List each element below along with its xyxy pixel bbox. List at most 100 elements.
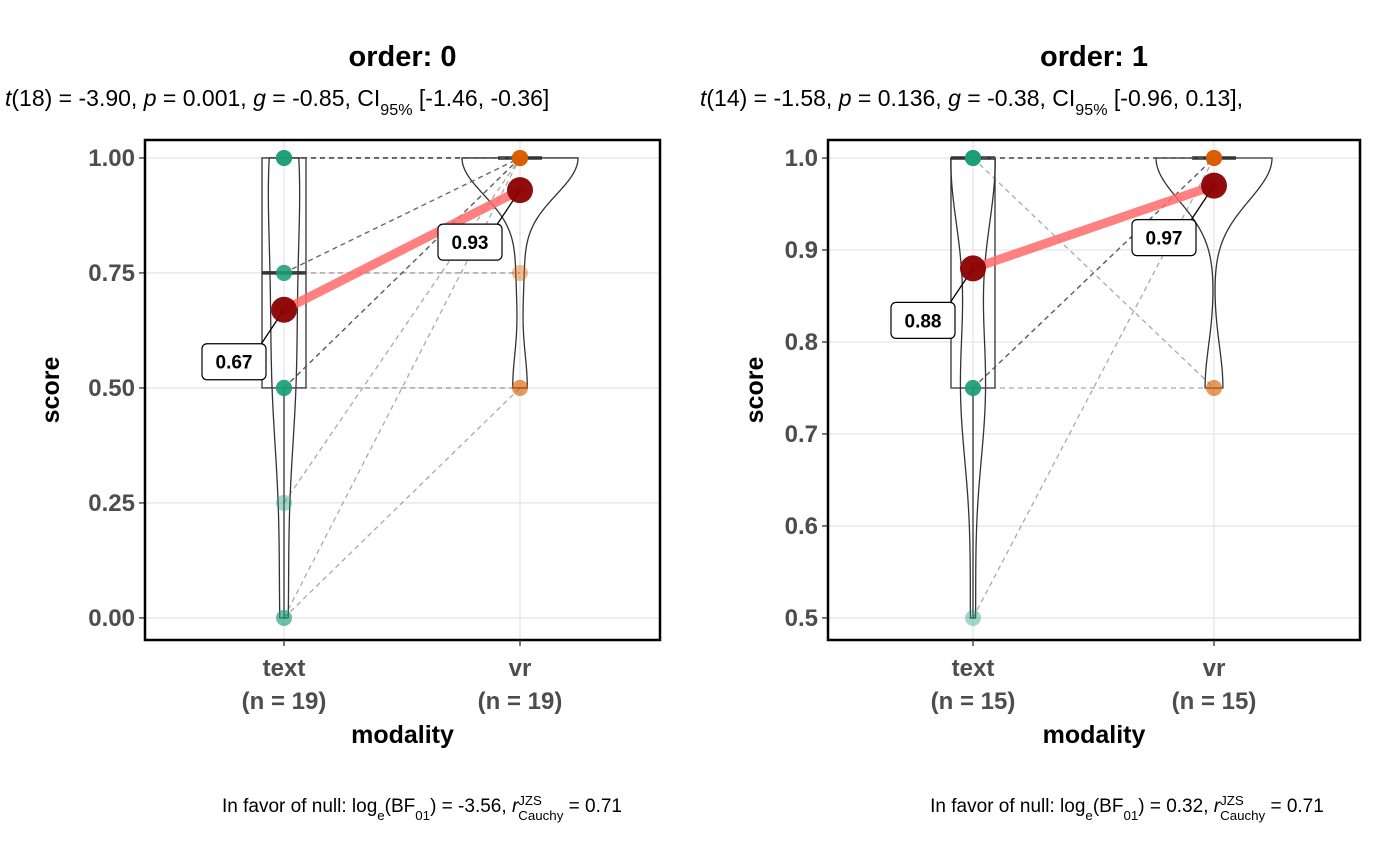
data-point [1206,379,1222,396]
data-point [512,149,528,166]
text-part: JZS [1220,793,1244,808]
y-tick-label: 0.9 [785,237,818,264]
text-part: ) = 0.32, [1138,796,1214,817]
data-point [276,149,292,166]
text-part: ) = -3.56, [430,796,512,817]
x-tick-n-label: (n = 15) [931,688,1016,715]
data-point [965,609,981,626]
pair-line [283,387,521,619]
data-point [512,149,528,166]
data-point [512,149,528,166]
y-tick-label: 0.00 [88,605,135,632]
mean-point [271,296,297,323]
text-part: In favor of null: log [930,796,1085,817]
data-point [512,149,528,166]
data-point [1206,150,1222,167]
text-part: JZS [518,793,542,808]
text-part: Cauchy [1220,808,1265,823]
violin [461,157,579,389]
data-point [512,149,528,166]
x-tick-n-label: (n = 15) [1172,688,1257,715]
data-point [1206,150,1222,167]
data-point [276,494,292,511]
x-tick-label: vr [509,655,532,682]
data-point [1206,150,1222,167]
data-point [965,379,981,396]
data-point [512,149,528,166]
data-point [965,150,981,167]
y-tick-label: 0.6 [785,513,818,540]
text-part: g [948,85,961,111]
data-point [276,264,292,281]
x-tick-label: text [952,655,995,682]
y-tick-label: 0.7 [785,421,818,448]
data-point [276,149,292,166]
data-point [1206,150,1222,167]
text-part: (14) = -1.58, [706,85,838,111]
pair-line [972,157,1215,389]
panel-subtitle: t(18) = -3.90, p = 0.001, g = -0.85, CI9… [5,85,549,119]
text-part: (BF [1093,796,1124,817]
pair-line [283,157,521,274]
mean-label-box [437,223,503,261]
data-point [276,264,292,281]
data-point [1206,379,1222,396]
x-axis-label: modality [351,721,454,749]
data-point [965,150,981,167]
data-point [512,379,528,396]
text-part: (BF [385,796,416,817]
data-point [965,150,981,167]
mean-label-box [890,301,956,340]
data-point [512,149,528,166]
panel: order: 0 t(18) = -3.90, p = 0.001, g = -0… [5,41,662,823]
mean-label: 0.97 [1146,229,1183,250]
mean-line [968,181,1219,273]
mean-point [1201,172,1227,199]
mean-label: 0.88 [905,311,942,332]
data-point [276,149,292,166]
panel: order: 1 t(14) = -1.58, p = 0.136, g = -0… [700,41,1362,823]
text-part: t [5,85,13,111]
data-point [512,149,528,166]
data-point [276,379,292,396]
text-part: = -0.85, CI [266,85,380,111]
data-point [1206,150,1222,167]
x-tick-n-label: (n = 19) [242,688,327,715]
y-tick-label: 0.75 [88,260,135,287]
mean-line [279,185,525,315]
data-point [512,149,528,166]
data-point [512,149,528,166]
data-point [1206,150,1222,167]
mean-point [507,177,533,204]
panel-subtitle: t(14) = -1.58, p = 0.136, g = -0.38, CI9… [700,85,1243,119]
data-point [965,150,981,167]
pair-line [283,157,521,389]
text-part: t [700,85,708,111]
text-part: (18) = -3.90, [11,85,143,111]
text-part: 95% [1075,101,1107,119]
data-point [276,609,292,626]
caption: In favor of null: loge(BF01) = 0.32, rJZ… [930,793,1324,823]
text-part: = 0.71 [1265,796,1324,817]
text-part: 01 [415,808,430,823]
y-axis-label: score [741,357,769,424]
data-point [1206,150,1222,167]
data-point [276,379,292,396]
y-axis-label: score [37,357,65,424]
mean-label: 0.93 [452,233,489,254]
data-point [1206,150,1222,167]
text-part: = -0.38, CI [961,85,1075,111]
x-tick-n-label: (n = 19) [478,688,563,715]
data-point [1206,150,1222,167]
data-point [512,149,528,166]
data-point [276,379,292,396]
y-tick-label: 0.50 [88,375,135,402]
text-part: [-1.46, -0.36] [413,85,550,111]
data-point [512,379,528,396]
data-point [965,150,981,167]
x-axis-label: modality [1043,721,1146,749]
text-part: r [512,796,519,817]
data-point [965,150,981,167]
